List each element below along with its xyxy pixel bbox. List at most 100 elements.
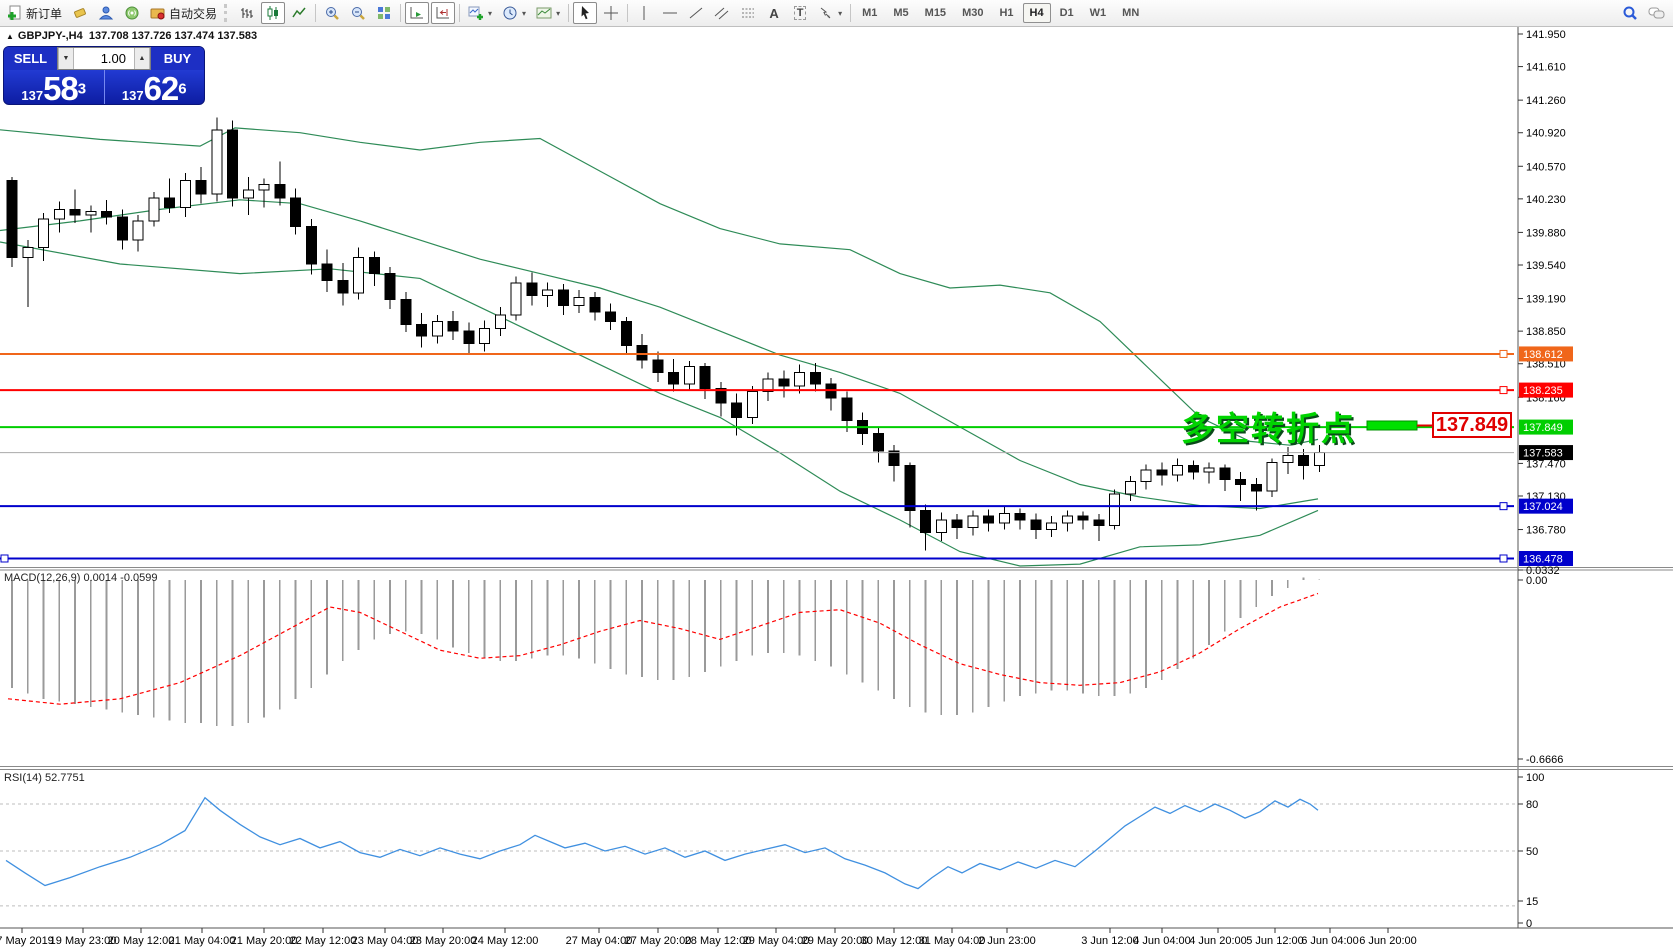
bollinger-lower <box>0 241 1319 567</box>
chart-shift-button[interactable] <box>431 2 456 24</box>
macd-axis-label: 0.0332 <box>1526 565 1560 577</box>
timeframe-m30[interactable]: M30 <box>955 3 990 23</box>
time-tick-label[interactable]: 29 May 20:00 <box>802 935 869 947</box>
crosshair-button[interactable] <box>599 2 623 24</box>
time-tick-label[interactable]: 19 May 23:00 <box>50 935 117 947</box>
text-label-button[interactable]: T <box>788 2 812 24</box>
search-button[interactable] <box>1618 2 1642 24</box>
auto-scroll-button[interactable] <box>405 2 430 24</box>
cursor-button[interactable] <box>573 2 598 24</box>
buy-price[interactable]: 137626 <box>121 70 187 105</box>
line-handle[interactable] <box>1499 554 1508 563</box>
candle-body <box>1298 455 1309 466</box>
timeframe-m5[interactable]: M5 <box>886 3 915 23</box>
time-tick-label[interactable]: 4 Jun 20:00 <box>1189 935 1247 947</box>
zoom-out-button[interactable] <box>346 2 370 24</box>
candle-body <box>1172 464 1183 476</box>
time-tick-label[interactable]: 17 May 2019 <box>0 935 54 947</box>
time-tick-label[interactable]: 21 May 04:00 <box>169 935 236 947</box>
price-label: 138.235 <box>1523 385 1563 397</box>
time-tick-label[interactable]: 3 Jun 12:00 <box>1081 935 1139 947</box>
time-tick-label[interactable]: 23 May 04:00 <box>352 935 419 947</box>
auto-trading-button[interactable]: 自动交易 <box>146 2 221 24</box>
candle-body <box>1219 467 1231 481</box>
tile-windows-button[interactable] <box>372 2 396 24</box>
candle-body <box>935 519 947 533</box>
time-tick-label[interactable]: 27 May 04:00 <box>566 935 633 947</box>
sell-button[interactable]: SELL <box>4 47 57 70</box>
rsi-axis-label: 15 <box>1526 896 1538 908</box>
auto-trading-label: 自动交易 <box>169 6 218 21</box>
templates-button[interactable]: ▾ <box>532 2 564 24</box>
horizontal-line-button[interactable] <box>658 2 682 24</box>
chart-shift-icon <box>436 7 450 19</box>
volume-decrease-button[interactable]: ▼ <box>58 48 74 69</box>
candle-body <box>794 371 805 387</box>
periods-button[interactable]: ▾ <box>498 2 530 24</box>
candle-body <box>526 282 538 297</box>
macd-pane <box>11 577 1321 726</box>
time-tick-label[interactable]: 20 May 12:00 <box>108 935 175 947</box>
time-tick-label[interactable]: 23 May 20:00 <box>410 935 477 947</box>
zoom-in-button[interactable] <box>320 2 344 24</box>
time-tick-label[interactable]: 27 May 20:00 <box>625 935 692 947</box>
time-tick-label[interactable]: 22 May 12:00 <box>290 935 357 947</box>
time-tick-label[interactable]: 2 Jun 23:00 <box>978 935 1036 947</box>
time-tick-label[interactable]: 30 May 12:00 <box>861 935 928 947</box>
timeframe-m1[interactable]: M1 <box>855 3 884 23</box>
timeframe-w1[interactable]: W1 <box>1083 3 1114 23</box>
profile-button[interactable] <box>94 2 118 24</box>
vertical-line-button[interactable] <box>632 2 656 24</box>
line-handle[interactable] <box>1499 349 1508 358</box>
line-handle[interactable] <box>1499 386 1508 395</box>
price-label-box <box>1519 550 1573 566</box>
new-order-button[interactable]: 新订单 <box>3 2 66 24</box>
buy-button[interactable]: BUY <box>151 47 204 70</box>
fibonacci-button[interactable] <box>736 2 760 24</box>
bar-chart-button[interactable] <box>235 2 259 24</box>
time-tick-label[interactable]: 5 Jun 12:00 <box>1246 935 1304 947</box>
time-tick-label[interactable]: 21 May 20:00 <box>231 935 298 947</box>
equidistant-channel-button[interactable] <box>710 2 734 24</box>
add-indicator-button[interactable]: ▾ <box>464 2 496 24</box>
annotation-price-box[interactable]: 137.849 <box>1432 412 1512 438</box>
candle-body <box>290 197 301 228</box>
candlestick-chart-button[interactable] <box>261 2 286 24</box>
time-tick-label[interactable]: 6 Jun 04:00 <box>1301 935 1359 947</box>
volume-increase-button[interactable]: ▲ <box>134 48 150 69</box>
chat-button[interactable] <box>1644 2 1670 24</box>
line-chart-button[interactable] <box>287 2 311 24</box>
chevron-down-icon: ▾ <box>488 8 493 18</box>
highlighter-button[interactable] <box>68 2 92 24</box>
line-handle[interactable] <box>1499 502 1508 511</box>
one-click-trading-panel: SELL ▼ ▲ BUY 137583 137626 <box>3 46 205 105</box>
signal-button[interactable] <box>120 2 144 24</box>
annotation-text[interactable]: 多空转折点 <box>1181 410 1356 447</box>
trendline-button[interactable] <box>684 2 708 24</box>
price-tick-label: 141.260 <box>1526 95 1566 107</box>
timeframe-mn[interactable]: MN <box>1115 3 1146 23</box>
time-tick-label[interactable]: 31 May 04:00 <box>919 935 986 947</box>
price-divider <box>103 70 105 104</box>
time-tick-label[interactable]: 28 May 12:00 <box>685 935 752 947</box>
sell-price[interactable]: 137583 <box>21 70 87 105</box>
arrows-button[interactable]: ▾ <box>814 2 846 24</box>
candle-body <box>951 519 963 529</box>
text-button[interactable]: A <box>762 2 786 24</box>
candle-body <box>258 183 270 191</box>
volume-input[interactable] <box>74 48 134 69</box>
time-tick-label[interactable]: 4 Jun 04:00 <box>1133 935 1191 947</box>
timeframe-d1[interactable]: D1 <box>1053 3 1081 23</box>
signal-icon <box>125 6 139 20</box>
annotation-marker[interactable] <box>1366 420 1418 431</box>
price-tick-label: 137.470 <box>1526 458 1566 470</box>
timeframe-m15[interactable]: M15 <box>918 3 953 23</box>
time-tick-label[interactable]: 29 May 04:00 <box>743 935 810 947</box>
line-handle[interactable] <box>0 554 9 563</box>
timeframe-h4[interactable]: H4 <box>1022 3 1051 23</box>
add-indicator-icon <box>468 6 484 20</box>
time-tick-label[interactable]: 6 Jun 20:00 <box>1359 935 1417 947</box>
timeframe-h1[interactable]: H1 <box>992 3 1020 23</box>
time-tick-label[interactable]: 24 May 12:00 <box>472 935 539 947</box>
